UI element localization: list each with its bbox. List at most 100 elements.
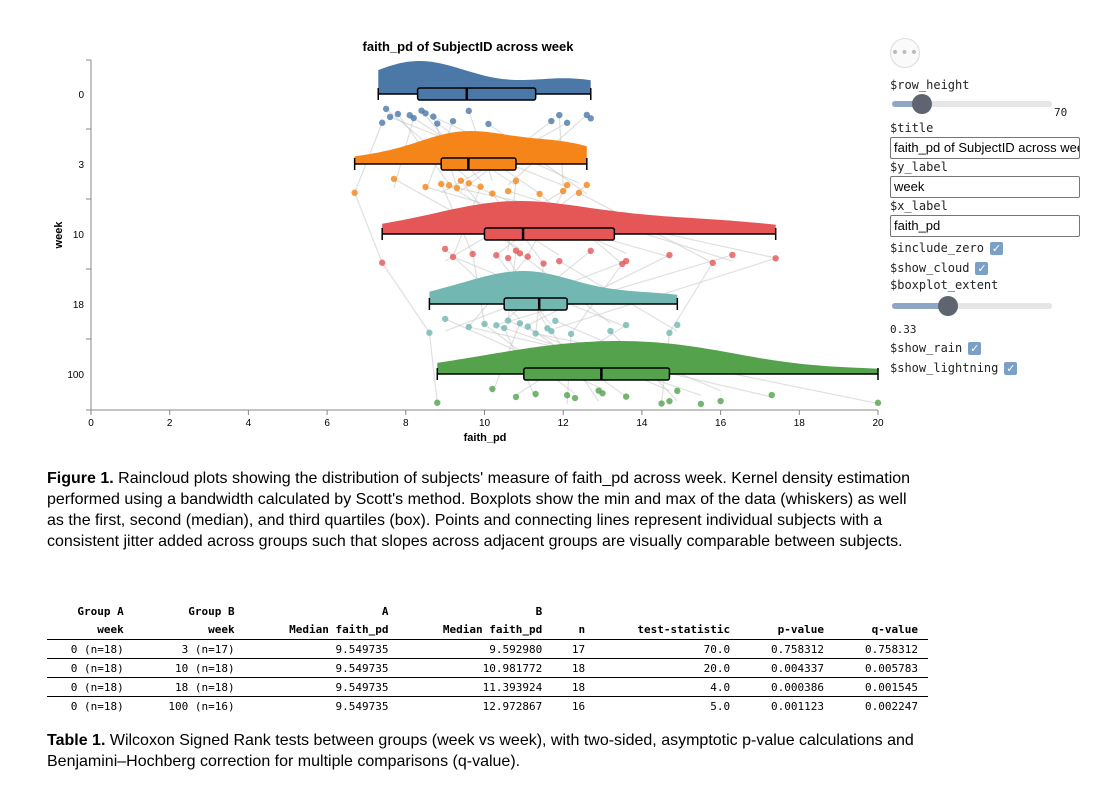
rain-point xyxy=(772,255,779,262)
table-header-bottom: week week Median faith_pd Median faith_pd n t… xyxy=(47,620,928,640)
density-cloud xyxy=(437,341,878,374)
table-cell: 100 (n=16) xyxy=(133,696,245,715)
show-rain-checkbox[interactable]: ✓ xyxy=(968,341,982,355)
table-cell: 18 xyxy=(552,658,596,678)
include-zero-label: $include_zero xyxy=(890,241,984,255)
header-top-cell xyxy=(740,602,834,620)
row-height-slider[interactable] xyxy=(892,94,1052,114)
x-tick-label: 16 xyxy=(715,418,727,429)
rain-point xyxy=(666,251,673,259)
rain-point xyxy=(449,117,457,125)
rain-point xyxy=(453,184,461,192)
y-tick-label: 100 xyxy=(67,370,84,381)
table-cell: 9.549735 xyxy=(244,677,399,697)
box-iqr xyxy=(440,157,517,171)
rain-point xyxy=(465,180,472,187)
table-cell: 0.001545 xyxy=(834,677,928,697)
show-lightning-checkbox[interactable]: ✓ xyxy=(1004,361,1018,375)
header-top-cell: Group A xyxy=(77,604,124,618)
table-cell: 0.000386 xyxy=(740,677,835,697)
table-header-top: Group A Group B A B xyxy=(47,602,928,620)
rain-point xyxy=(622,257,630,265)
table-cell: 16 xyxy=(552,696,596,715)
rain-point xyxy=(500,324,508,332)
table-cell: 9.549735 xyxy=(244,639,399,659)
boxplot-extent-value: 0.33 xyxy=(890,323,917,336)
title-input[interactable]: faith_pd of SubjectID across week xyxy=(890,137,1080,159)
rain-point xyxy=(556,111,563,119)
x-label-input[interactable]: faith_pd xyxy=(890,215,1080,237)
boxplot-extent-slider-fill xyxy=(892,303,948,309)
header-top-cell: A xyxy=(381,604,389,618)
rain-point xyxy=(587,115,594,122)
boxplot-extent-slider-thumb[interactable] xyxy=(938,296,958,316)
rain-point xyxy=(512,177,520,185)
rain-point xyxy=(583,181,591,189)
rain-point xyxy=(729,251,736,259)
rain-point xyxy=(622,321,630,329)
ellipsis-icon[interactable]: ••• xyxy=(890,38,920,68)
rain-point xyxy=(504,187,512,195)
x-tick-label: 8 xyxy=(403,418,409,429)
rain-point xyxy=(481,320,488,328)
rain-point xyxy=(422,110,429,117)
x-tick-label: 2 xyxy=(167,418,173,429)
box-iqr xyxy=(523,367,671,381)
rain-point xyxy=(556,257,563,265)
rain-point xyxy=(351,189,358,196)
show-lightning-row: $show_lightning ✓ xyxy=(890,361,1018,375)
rain-point xyxy=(477,183,484,190)
y-tick-label: 0 xyxy=(78,90,84,101)
rain-point xyxy=(512,393,520,401)
x-tick-label: 10 xyxy=(479,418,491,429)
rain-point xyxy=(516,320,524,327)
rain-point xyxy=(607,327,614,335)
rain-point xyxy=(504,254,512,262)
row-height-slider-thumb[interactable] xyxy=(912,94,933,114)
y-axis-title: week xyxy=(53,221,65,250)
table-cell: 0 (n=18) xyxy=(47,658,134,678)
y-label-input[interactable]: week xyxy=(890,176,1080,198)
header-bottom-cell: week xyxy=(208,622,235,636)
rain-point xyxy=(426,329,433,336)
rain-point xyxy=(571,394,579,402)
boxplot-extent-slider[interactable] xyxy=(892,296,1052,316)
table-cell: 11.393924 xyxy=(398,677,553,697)
rain-point xyxy=(457,177,465,184)
show-cloud-checkbox[interactable]: ✓ xyxy=(975,261,989,275)
header-bottom-cell: week xyxy=(97,622,124,636)
table-cell: 0.758312 xyxy=(740,639,835,659)
density-cloud xyxy=(382,201,776,234)
rain-point xyxy=(382,105,390,113)
rain-point xyxy=(430,113,437,120)
table-row: 0 (n=18) 3 (n=17) 9.549735 9.592980 17 70.0 0.… xyxy=(47,639,928,659)
box-iqr xyxy=(503,297,568,311)
include-zero-checkbox[interactable]: ✓ xyxy=(989,241,1003,255)
rain-point xyxy=(434,399,441,406)
rain-point xyxy=(587,247,594,255)
table-cell: 3 (n=17) xyxy=(133,639,245,659)
table-cell: 18 (n=18) xyxy=(133,677,245,697)
table-cell: 5.0 xyxy=(595,696,741,715)
table-body: 0 (n=18) 3 (n=17) 9.549735 9.592980 17 70.0 0.… xyxy=(47,639,928,715)
header-bottom-cell: p-value xyxy=(777,622,825,636)
include-zero-row: $include_zero ✓ xyxy=(890,241,1003,255)
table-cell: 17 xyxy=(552,639,596,659)
rain-point xyxy=(552,317,559,325)
rain-point xyxy=(422,183,429,191)
table-row: 0 (n=18) 100 (n=16) 9.549735 12.972867 16 5.0… xyxy=(47,696,928,715)
table-cell: 0.005783 xyxy=(834,658,928,678)
rain-point xyxy=(465,107,472,115)
rain-point xyxy=(674,321,681,329)
rain-point xyxy=(563,119,571,127)
table-row: 0 (n=18) 18 (n=18) 9.549735 11.393924 18 4.0 0… xyxy=(47,677,928,697)
rain-point xyxy=(548,117,555,125)
table-caption-label: Table 1. xyxy=(47,732,106,749)
rain-point xyxy=(493,322,500,329)
table-cell: 9.549735 xyxy=(244,658,399,678)
rain-points xyxy=(351,105,882,408)
table-cell: 12.972867 xyxy=(398,696,553,715)
rain-point xyxy=(394,110,402,118)
x-tick-label: 0 xyxy=(88,418,94,429)
header-top-cell xyxy=(595,602,740,620)
